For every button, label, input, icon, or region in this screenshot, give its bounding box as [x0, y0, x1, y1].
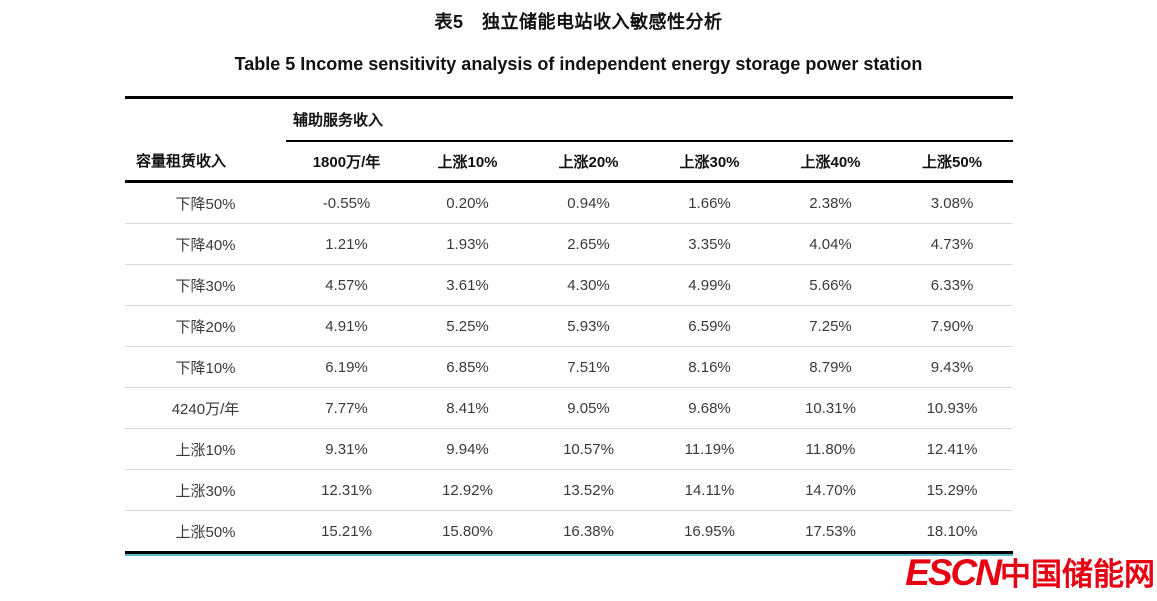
value-cell: 3.08%: [930, 194, 974, 212]
value-cell: 15.29%: [891, 469, 1014, 511]
column-header: 1800万/年: [286, 141, 407, 183]
group-header-spacer: [125, 98, 286, 142]
row-label: 上涨30%: [125, 469, 286, 511]
escn-logo-text: ESCN: [905, 552, 1002, 593]
value-cell: 7.25%: [770, 305, 891, 347]
value-cell: 16.38%: [528, 510, 649, 553]
value-cell: 4.99%: [649, 264, 770, 306]
row-label: 下降20%: [125, 305, 286, 347]
value-cell: 9.94%: [407, 428, 528, 470]
escn-watermark: ESCN中国储能网: [905, 551, 1155, 601]
value-cell: 4.91%: [286, 305, 407, 347]
value-cell: 1.21%: [286, 223, 407, 265]
value-cell: 10.93%: [891, 387, 1014, 429]
value-cell: 10.57%: [528, 428, 649, 470]
value-cell: 5.93%: [528, 305, 649, 347]
value-cell: 14.11%: [649, 469, 770, 511]
value-cell: 18.10%: [891, 510, 1014, 553]
table-caption-zh: 表5 独立储能电站收入敏感性分析: [434, 12, 723, 32]
value-cell: 12.92%: [407, 469, 528, 511]
value-cell: 9.68%: [649, 387, 770, 429]
value-cell: 2.65%: [528, 223, 649, 265]
value-cell: 6.85%: [407, 346, 528, 388]
group-header-row: 辅助服务收入: [125, 97, 1014, 142]
value-cell: 15.80%: [407, 510, 528, 553]
value-cell: 7.90%: [891, 305, 1014, 347]
value-cell: 8.79%: [770, 346, 891, 388]
table-row: 上涨10% 9.31% 9.94% 10.57% 11.19% 11.80% 12.41%: [125, 428, 1014, 470]
table-row: 下降30% 4.57% 3.61% 4.30% 4.99% 5.66% 6.33%: [125, 264, 1014, 306]
value-cell: 14.70%: [770, 469, 891, 511]
row-label: 下降30%: [125, 264, 286, 306]
value-cell: 10.31%: [770, 387, 891, 429]
value-cell: 4.73%: [891, 223, 1014, 265]
value-cell: 4.30%: [528, 264, 649, 306]
row-label: 下降40%: [125, 223, 286, 265]
value-cell: 5.66%: [770, 264, 891, 306]
row-label: 上涨10%: [125, 428, 286, 470]
column-header: 上涨20%: [528, 141, 649, 183]
row-label: 下降50%: [175, 195, 236, 213]
table-row: 上涨30% 12.31% 12.92% 13.52% 14.11% 14.70% 15.29…: [125, 469, 1014, 511]
value-cell: 5.25%: [407, 305, 528, 347]
value-cell: 3.61%: [407, 264, 528, 306]
column-header: 上涨40%: [770, 141, 891, 183]
value-cell: 15.21%: [286, 510, 407, 553]
value-cell: 1.93%: [407, 223, 528, 265]
table-row: 4240万/年 7.77% 8.41% 9.05% 9.68% 10.31% 10.93%: [125, 387, 1014, 429]
escn-site-name: 中国储能网: [1000, 557, 1155, 592]
table-row: 下降10% 6.19% 6.85% 7.51% 8.16% 8.79% 9.43%: [125, 346, 1014, 388]
value-cell: 6.33%: [891, 264, 1014, 306]
value-cell: 17.53%: [770, 510, 891, 553]
table-caption-en: Table 5 Income sensitivity analysis of i…: [234, 54, 923, 74]
value-cell: 3.35%: [649, 223, 770, 265]
column-header-row: 容量租赁收入 1800万/年 上涨10% 上涨20% 上涨30% 上涨40% 上…: [125, 141, 1014, 183]
row-label: 4240万/年: [125, 387, 286, 429]
value-cell: 0.20%: [446, 194, 489, 212]
column-header-capacity-lease-income: 容量租赁收入: [125, 141, 286, 183]
table-row: 下降20% 4.91% 5.25% 5.93% 6.59% 7.25% 7.90%: [125, 305, 1014, 347]
value-cell: 16.95%: [649, 510, 770, 553]
value-cell: 1.66%: [688, 194, 731, 212]
value-cell: 6.19%: [286, 346, 407, 388]
value-cell: 11.19%: [649, 428, 770, 470]
value-cell: 0.94%: [567, 194, 610, 212]
value-cell: 9.31%: [286, 428, 407, 470]
value-cell: 7.51%: [528, 346, 649, 388]
value-cell: 9.43%: [891, 346, 1014, 388]
row-label: 下降10%: [125, 346, 286, 388]
column-header: 上涨10%: [407, 141, 528, 183]
value-cell: 4.04%: [770, 223, 891, 265]
table-row: 下降50% -0.55% 0.20% 0.94% 1.66% 2.38% 3.08%: [125, 182, 1013, 224]
income-sensitivity-table: 辅助服务收入 容量租赁收入 1800万/年 上涨10% 上涨20% 上涨30% …: [125, 96, 1014, 554]
value-cell: 2.38%: [809, 194, 852, 212]
value-cell: -0.55%: [322, 194, 371, 212]
table-row: 下降40% 1.21% 1.93% 2.65% 3.35% 4.04% 4.73%: [125, 223, 1014, 265]
value-cell: 13.52%: [528, 469, 649, 511]
column-header: 上涨50%: [891, 141, 1014, 183]
value-cell: 8.16%: [649, 346, 770, 388]
value-cell: 8.41%: [407, 387, 528, 429]
value-cell: 12.31%: [286, 469, 407, 511]
value-cell: 9.05%: [528, 387, 649, 429]
row-label: 上涨50%: [125, 510, 286, 553]
table-body: 下降50% -0.55% 0.20% 0.94% 1.66% 2.38% 3.08% 下降40…: [125, 182, 1014, 553]
value-cell: 12.41%: [891, 428, 1014, 470]
table-row: 上涨50% 15.21% 15.80% 16.38% 16.95% 17.53% 18.10…: [125, 510, 1014, 553]
value-cell: 11.80%: [770, 428, 891, 470]
value-cell: 4.57%: [286, 264, 407, 306]
sensitivity-table: 辅助服务收入 容量租赁收入 1800万/年 上涨10% 上涨20% 上涨30% …: [125, 96, 1014, 556]
column-header: 上涨30%: [649, 141, 770, 183]
group-header-ancillary-service-income: 辅助服务收入: [286, 97, 1014, 142]
value-cell: 7.77%: [286, 387, 407, 429]
value-cell: 6.59%: [649, 305, 770, 347]
